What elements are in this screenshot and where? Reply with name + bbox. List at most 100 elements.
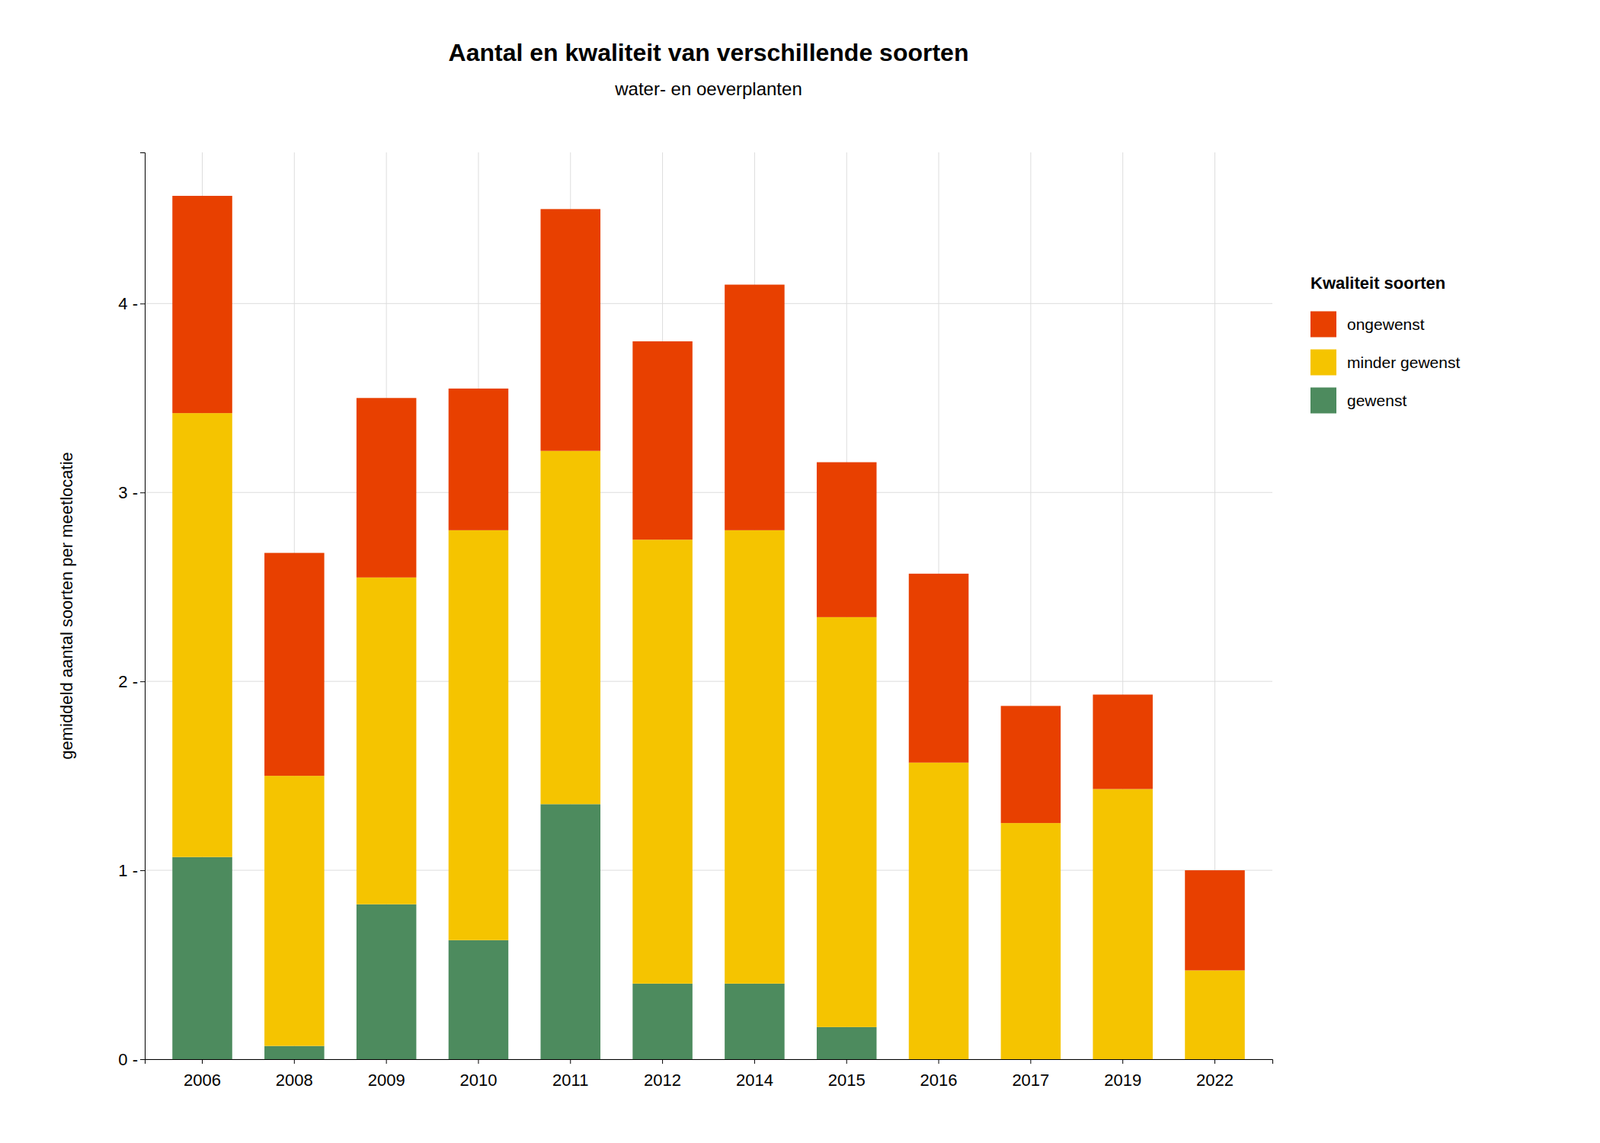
bar [1184,870,1245,970]
bar [632,341,693,540]
x-tick-mark [569,1059,571,1064]
y-tick-mark [140,1059,145,1060]
x-tick-label: 2012 [643,1070,682,1090]
legend-label: minder gewenst [1347,353,1460,372]
bar [632,983,693,1060]
bar [724,530,785,984]
legend-item: gewenst [1310,387,1407,414]
x-tick-mark [294,1059,295,1064]
bar [724,284,785,531]
grid-line-y [144,492,1273,493]
y-tick-label: 4 - [118,294,138,314]
bar [1092,694,1153,790]
legend-swatch [1310,349,1337,376]
legend-swatch [1310,311,1337,338]
x-tick: 2017 [1011,1059,1050,1090]
bar [908,762,970,1060]
bar [1092,788,1153,1060]
y-tick-mark [140,681,145,682]
x-tick: 2008 [275,1059,314,1090]
x-tick-label: 2010 [459,1070,497,1090]
y-tick-label: 3 - [118,483,138,503]
bars [172,195,1245,1060]
y-tick: 0 - [118,1049,145,1069]
bar [540,803,602,1060]
bar [448,940,509,1060]
x-axis: 2006 2008 2009 2010 2011 2012 2014 2015 2016 2017… [145,1059,1274,1090]
x-tick-mark [386,1059,388,1064]
x-tick-label: 2014 [736,1070,774,1090]
x-tick-label: 2019 [1104,1070,1142,1090]
bar [908,573,970,763]
y-tick: 4 - [118,294,145,314]
bar [724,983,785,1060]
x-tick-label: 2015 [828,1070,866,1090]
bar [448,388,509,531]
x-tick-mark [662,1059,663,1064]
bar [1001,822,1062,1060]
legend: Kwaliteit soorten ongewenst minder gewenst… [1310,273,1460,414]
x-tick-label: 2008 [275,1070,314,1090]
bar [1001,705,1062,823]
x-tick-label: 2006 [183,1070,221,1090]
x-tick: 2006 [183,1059,221,1090]
y-tick-mark [140,303,145,304]
legend-title: Kwaliteit soorten [1310,273,1446,293]
y-tick-label: 2 - [118,672,138,692]
chart: 0 -1 -2 -3 -4 -2006200820092010201120122… [0,0,1600,1143]
x-tick-label: 2009 [368,1070,406,1090]
legend-item: ongewenst [1310,311,1425,338]
bar [816,617,877,1028]
subtitle: water- en oeverplanten [614,78,802,100]
series [172,412,1245,1060]
x-tick: 2015 [828,1059,866,1090]
bar [448,530,509,941]
bar [816,1027,877,1060]
x-tick: 2011 [552,1059,589,1090]
series [172,195,1245,970]
y-tick-mark [140,870,145,871]
bar [356,397,417,578]
x-tick-mark [201,1059,203,1064]
y-axis: 0 - 1 - 2 - 3 - 4 - [118,153,145,1069]
y-tick: 1 - [118,860,145,880]
grid-line-y [144,303,1273,304]
bar [172,195,233,413]
x-tick-mark [1122,1059,1124,1064]
y-tick: 3 - [118,483,145,503]
x-tick-mark [754,1059,756,1064]
x-tick: 2016 [920,1059,958,1090]
bar [816,462,877,618]
x-tick-mark [477,1059,479,1064]
y-tick-label: 1 - [118,860,138,880]
grid [144,152,1273,1060]
x-tick-mark [846,1059,848,1064]
bar [356,904,417,1060]
x-tick-label: 2011 [552,1070,589,1090]
x-tick-mark [938,1059,940,1064]
bar [264,1046,325,1060]
bar [356,577,417,905]
x-tick: 2009 [368,1059,406,1090]
bar [540,208,602,451]
legend-label: gewenst [1347,391,1407,410]
bar [264,775,325,1047]
bar [632,539,693,984]
legend-label: ongewenst [1347,315,1425,333]
x-tick: 2012 [643,1059,682,1090]
x-tick-label: 2016 [920,1070,958,1090]
bar [1184,969,1245,1060]
x-tick: 2022 [1196,1059,1234,1090]
bar [264,553,325,777]
x-tick-label: 2017 [1011,1070,1050,1090]
x-tick: 2010 [459,1059,497,1090]
y-tick: 2 - [118,672,145,692]
legend-swatch [1310,387,1337,414]
title: Aantal en kwaliteit van verschillende so… [448,38,970,67]
plot-area: 0 -1 -2 -3 -4 -2006200820092010201120122… [118,152,1273,1090]
x-tick: 2019 [1104,1059,1142,1090]
x-axis-line [145,1059,1274,1065]
bar [172,857,233,1060]
x-tick-mark [1030,1059,1031,1064]
y-tick-mark [140,492,145,493]
